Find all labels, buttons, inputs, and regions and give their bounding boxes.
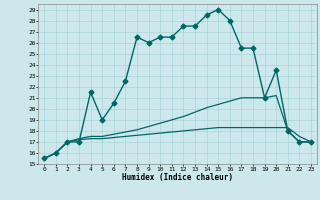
X-axis label: Humidex (Indice chaleur): Humidex (Indice chaleur) bbox=[122, 173, 233, 182]
